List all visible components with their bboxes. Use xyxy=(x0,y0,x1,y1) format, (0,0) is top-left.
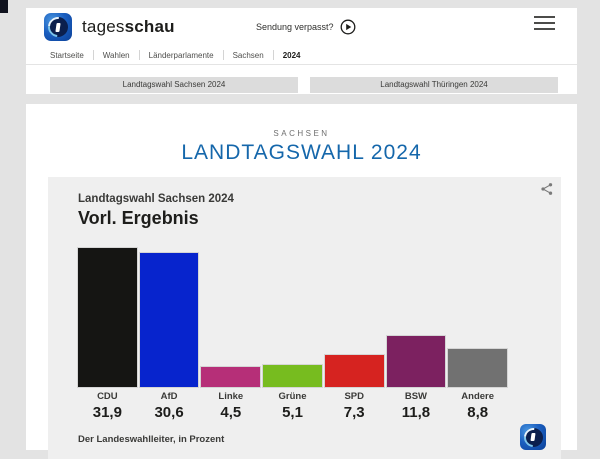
bar-zone xyxy=(386,243,446,387)
header-top-row: tagesschau Sendung verpasst? xyxy=(26,8,577,46)
party-column-spd: SPD 7,3 xyxy=(324,243,384,421)
party-value: 8,8 xyxy=(467,404,489,421)
page-title: LANDTAGSWAHL 2024 xyxy=(181,141,422,164)
breadcrumb-divider xyxy=(138,50,140,60)
bar-cdu xyxy=(78,247,137,387)
sendung-verpasst-label: Sendung verpasst? xyxy=(256,22,334,32)
party-column-andere: Andere 8,8 xyxy=(448,243,508,421)
tagesschau-logo-icon xyxy=(44,13,72,41)
bar-bsw xyxy=(386,335,446,387)
bar-afd xyxy=(139,253,199,387)
main-content: SACHSEN LANDTAGSWAHL 2024 Landtagswahl S… xyxy=(26,104,577,459)
chart-card-inner: Landtagswahl Sachsen 2024 Vorl. Ergebnis… xyxy=(48,177,561,445)
bar-zone xyxy=(263,243,322,387)
brand-wordmark: tagesschau xyxy=(82,17,175,36)
party-column-linke: Linke 4,5 xyxy=(201,243,261,421)
party-value: 31,9 xyxy=(92,404,122,421)
party-column-cdu: CDU 31,9 xyxy=(78,243,137,421)
chart-source-note: Der Landeswahlleiter, in Prozent xyxy=(78,434,225,445)
breadcrumb-item-2024[interactable]: 2024 xyxy=(282,50,301,60)
site-header: tagesschau Sendung verpasst? Startseite W… xyxy=(26,8,577,94)
party-name: SPD xyxy=(344,391,364,402)
party-name: CDU xyxy=(97,391,118,402)
breadcrumb-divider xyxy=(272,50,274,60)
play-icon[interactable] xyxy=(340,19,356,35)
bar-zone xyxy=(324,243,384,387)
bar-andere xyxy=(448,348,508,387)
party-value: 30,6 xyxy=(154,404,184,421)
share-icon[interactable] xyxy=(540,182,554,196)
tagesschau-logo-link[interactable]: tagesschau xyxy=(44,13,175,41)
party-column-afd: AfD 30,6 xyxy=(139,243,199,421)
breadcrumb-divider xyxy=(92,50,94,60)
party-name: BSW xyxy=(404,391,428,402)
breadcrumb: Startseite Wahlen Länderparlamente Sachsen 2… xyxy=(26,46,577,65)
breadcrumb-item-startseite[interactable]: Startseite xyxy=(50,50,84,60)
bar-grüne xyxy=(263,364,322,387)
party-value: 7,3 xyxy=(343,404,365,421)
party-name: Linke xyxy=(218,391,244,402)
nav-button-landtagswahl-th-ringen-2024[interactable]: Landtagswahl Thüringen 2024 xyxy=(310,77,558,93)
party-name: AfD xyxy=(160,391,178,402)
tagesschau-watermark-icon xyxy=(520,424,546,450)
party-value: 4,5 xyxy=(220,404,242,421)
bar-zone xyxy=(448,243,508,387)
breadcrumb-item-wahlen[interactable]: Wahlen xyxy=(102,50,130,60)
party-name: Andere xyxy=(461,391,495,402)
sendung-verpasst-link[interactable]: Sendung verpasst? xyxy=(256,17,356,37)
breadcrumb-item-sachsen[interactable]: Sachsen xyxy=(232,50,264,60)
breadcrumb-divider xyxy=(222,50,224,60)
bar-zone xyxy=(201,243,261,387)
chart-title: Vorl. Ergebnis xyxy=(78,208,199,228)
bar-chart: CDU 31,9 AfD 30,6 Linke 4,5 Grüne 5,1 SPD 7,3 BSW 1… xyxy=(78,243,508,421)
party-value: 11,8 xyxy=(401,404,431,421)
party-value: 5,1 xyxy=(282,404,303,421)
party-column-bsw: BSW 11,8 xyxy=(386,243,446,421)
bar-zone xyxy=(139,243,199,387)
bar-spd xyxy=(324,355,384,387)
screen-corner-artifact xyxy=(0,0,8,13)
result-chart-card: Landtagswahl Sachsen 2024 Vorl. Ergebnis… xyxy=(48,177,561,459)
nav-button-landtagswahl-sachsen-2024[interactable]: Landtagswahl Sachsen 2024 xyxy=(50,77,298,93)
bar-zone xyxy=(78,243,137,387)
party-column-grüne: Grüne 5,1 xyxy=(263,243,322,421)
election-nav-row: Landtagswahl Sachsen 2024 Landtagswahl Th… xyxy=(26,65,577,93)
menu-icon[interactable] xyxy=(534,14,555,32)
bar-linke xyxy=(201,367,261,387)
page-kicker: SACHSEN xyxy=(273,129,330,138)
breadcrumb-item-länderparlamente[interactable]: Länderparlamente xyxy=(148,50,214,60)
chart-subtitle: Landtagswahl Sachsen 2024 xyxy=(78,193,234,205)
party-name: Grüne xyxy=(278,391,307,402)
